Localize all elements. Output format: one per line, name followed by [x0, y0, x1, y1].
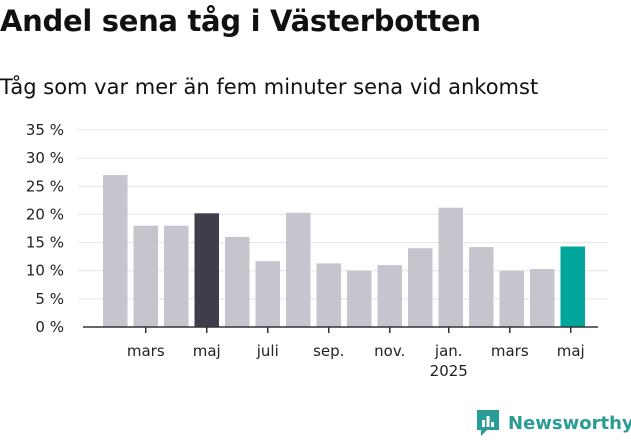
bar — [377, 265, 402, 327]
bar — [103, 175, 128, 327]
x-tick-label: juli — [256, 342, 279, 360]
y-tick-label: 30 % — [26, 149, 64, 167]
bar — [225, 236, 250, 327]
bar — [438, 207, 463, 327]
bar — [133, 225, 158, 327]
y-tick-label: 20 % — [26, 205, 64, 223]
bar — [164, 225, 189, 327]
bar — [316, 263, 341, 327]
bar — [499, 270, 524, 327]
y-tick-label: 15 % — [26, 234, 64, 252]
x-tick-label: mars — [127, 342, 165, 360]
y-tick-label: 10 % — [26, 262, 64, 280]
x-tick-label: maj — [557, 342, 585, 360]
x-tick-year-label: 2025 — [430, 362, 468, 380]
x-tick-label: nov. — [374, 342, 405, 360]
y-tick-label: 0 % — [35, 318, 64, 336]
bar — [255, 261, 280, 327]
x-tick-label: jan. — [434, 342, 463, 360]
bar — [469, 247, 494, 327]
y-tick-label: 35 % — [26, 121, 64, 139]
y-tick-label: 25 % — [26, 177, 64, 195]
brand: Newsworthy — [475, 406, 631, 440]
bar — [194, 213, 219, 327]
bar — [530, 269, 555, 327]
bar-chart: 0 % 5 % 10 % 15 % 20 % 25 % 30 % 35 % mars maj jul… — [26, 121, 608, 380]
bar — [408, 248, 433, 327]
x-tick-label: mars — [491, 342, 529, 360]
bar — [560, 246, 585, 327]
y-tick-label: 5 % — [35, 290, 64, 308]
x-tick-label: maj — [193, 342, 221, 360]
chart-title: Andel sena tåg i Västerbotten — [0, 4, 481, 38]
x-tick-label: sep. — [313, 342, 344, 360]
brand-name: Newsworthy — [508, 412, 631, 434]
chart-subtitle: Tåg som var mer än fem minuter sena vid … — [0, 75, 539, 99]
newsworthy-logo-icon — [477, 410, 499, 436]
bar — [347, 270, 372, 327]
bar — [286, 212, 311, 327]
